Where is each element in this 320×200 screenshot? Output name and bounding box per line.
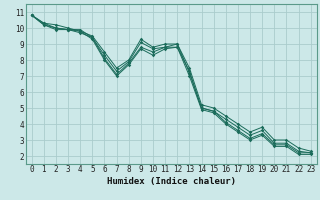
X-axis label: Humidex (Indice chaleur): Humidex (Indice chaleur) [107,177,236,186]
